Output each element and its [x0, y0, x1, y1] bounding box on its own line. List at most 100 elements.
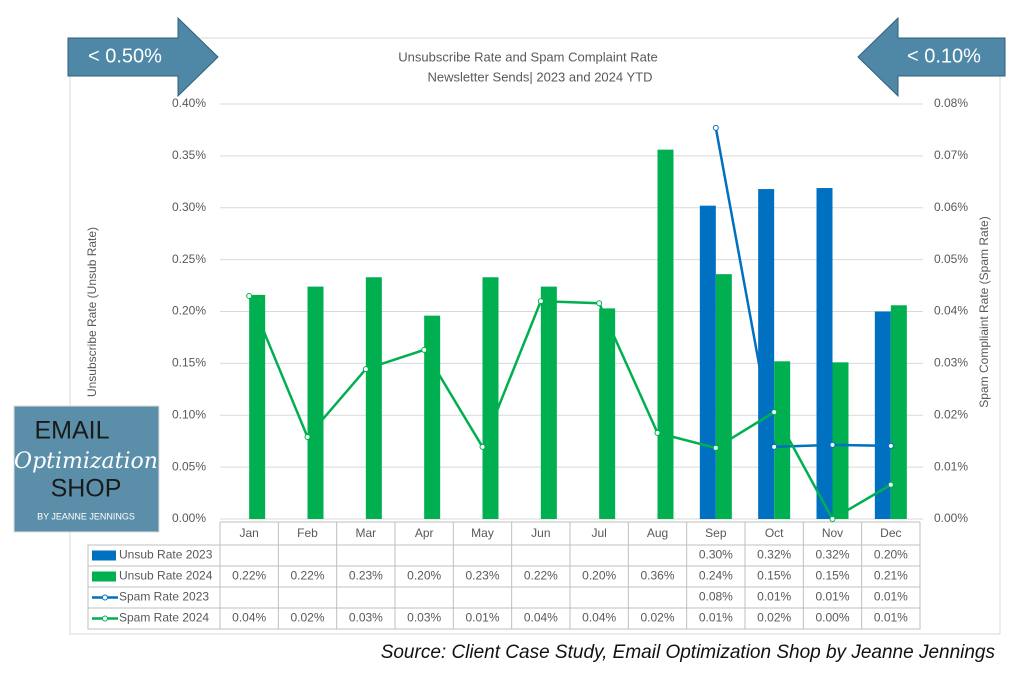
line-marker [479, 443, 486, 450]
plot: 0.00% 0.05% 0.10% 0.15% 0.20% 0.25% 0.30% 0.35%… [87, 96, 968, 630]
legend-key [92, 571, 116, 582]
annotation: < 0.10% [907, 45, 981, 67]
table-cell: 0.32% [815, 548, 849, 562]
table-cell: 0.22% [290, 569, 324, 583]
table-cell: 0.21% [874, 569, 908, 583]
x-tick-label: Sep [705, 526, 727, 540]
x-tick-label: Jul [591, 526, 606, 540]
line-marker [712, 124, 719, 131]
table-cell: 0.15% [757, 569, 791, 583]
table-cell: 0.04% [524, 611, 558, 625]
table-cell: 0.01% [874, 590, 908, 604]
bar [365, 277, 382, 519]
bar [874, 311, 891, 519]
table-cell: 0.04% [582, 611, 616, 625]
y2-tick-label: 0.07% [934, 148, 968, 162]
table-cell: 0.03% [349, 611, 383, 625]
y2-tick-label: 0.04% [934, 304, 968, 318]
y-tick-label: 0.30% [172, 200, 206, 214]
table-cell: 0.36% [640, 569, 674, 583]
y-tick-label: 0.00% [172, 511, 206, 525]
y2-tick-label: 0.03% [934, 356, 968, 370]
table-cell: 0.01% [465, 611, 499, 625]
y-tick-label: 0.05% [172, 459, 206, 473]
line [248, 295, 892, 521]
bar [699, 205, 716, 520]
chart-frame [69, 37, 1001, 635]
table-cell: 0.02% [757, 611, 791, 625]
table-cell: 0.08% [699, 590, 733, 604]
bar [657, 149, 674, 519]
table-cell: 0.20% [582, 569, 616, 583]
legend-key [92, 550, 116, 561]
chart-subtitle: Newsletter Sends| 2023 and 2024 YTD [428, 69, 653, 84]
line-marker [712, 444, 719, 451]
y2-tick-label: 0.05% [934, 252, 968, 266]
table-cell: 0.20% [874, 548, 908, 562]
line-marker [887, 442, 894, 449]
table-cell: 0.03% [407, 611, 441, 625]
logo-text: Optimization [14, 449, 158, 474]
source: Source: Client Case Study, Email Optimiz… [381, 642, 996, 663]
y-tick-label: 0.25% [172, 252, 206, 266]
table-cell: 0.02% [640, 611, 674, 625]
table-cell: 0.04% [232, 611, 266, 625]
y2-tick-label: 0.01% [934, 459, 968, 473]
annotation: < 0.50% [88, 45, 162, 67]
table-cell: 0.00% [815, 611, 849, 625]
logo-box [13, 405, 160, 533]
table-cell: 0.01% [815, 590, 849, 604]
table-cell: 0.23% [465, 569, 499, 583]
line [714, 127, 891, 449]
legend-label: Unsub Rate 2024 [119, 569, 213, 583]
table-cell: 0.02% [290, 611, 324, 625]
table-cell: 0.30% [699, 548, 733, 562]
legend-label: Spam Rate 2024 [119, 611, 209, 625]
legend-label: Spam Rate 2023 [119, 590, 209, 604]
chart-title: Unsubscribe Rate and Spam Complaint Rate [398, 49, 657, 64]
y-tick-label: 0.35% [172, 148, 206, 162]
bar [424, 315, 441, 519]
logo-text: EMAIL [34, 417, 109, 445]
line-marker [421, 346, 428, 353]
y-tick-label: 0.20% [172, 304, 206, 318]
x-tick-label: May [471, 526, 494, 540]
table-cell: 0.23% [349, 569, 383, 583]
bar [540, 286, 557, 519]
bar [774, 361, 791, 519]
x-tick-label: Oct [765, 526, 784, 540]
x-tick-label: Mar [355, 526, 376, 540]
annotation-arrow [67, 16, 219, 98]
y-tick-label: 0.40% [172, 96, 206, 110]
bar [249, 294, 266, 519]
x-tick-label: Jan [239, 526, 258, 540]
x-tick-label: Dec [880, 526, 901, 540]
line-marker [771, 409, 778, 416]
line-marker [654, 429, 661, 436]
x-tick-label: Apr [415, 526, 434, 540]
logo-text: SHOP [51, 475, 122, 503]
line-marker [362, 366, 369, 373]
y2-tick-label: 0.06% [934, 200, 968, 214]
table-cell: 0.20% [407, 569, 441, 583]
y-axis-title: Unsubscribe Rate (Unsub Rate) [85, 227, 99, 397]
bar [307, 286, 324, 519]
table-cell: 0.22% [232, 569, 266, 583]
legend-label: Unsub Rate 2023 [119, 548, 213, 562]
logo-byline: BY JEANNE JENNINGS [37, 511, 135, 521]
bar [816, 188, 833, 519]
bar [758, 189, 775, 519]
bar [599, 308, 616, 519]
table-cell: 0.01% [757, 590, 791, 604]
bar [482, 277, 499, 519]
x-tick-label: Nov [822, 526, 843, 540]
y2-tick-label: 0.02% [934, 407, 968, 421]
line-marker [771, 443, 778, 450]
y2-axis-title: Spam Compliaint Rate (Spam Rate) [977, 216, 991, 407]
y-tick-label: 0.10% [172, 407, 206, 421]
table-cell: 0.22% [524, 569, 558, 583]
legend-key [102, 594, 108, 601]
line-marker [887, 481, 894, 488]
bar [832, 362, 849, 519]
